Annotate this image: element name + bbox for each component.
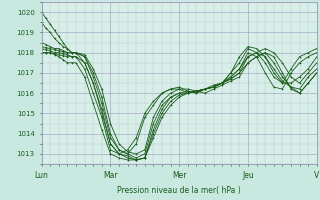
- X-axis label: Pression niveau de la mer( hPa ): Pression niveau de la mer( hPa ): [117, 186, 241, 194]
